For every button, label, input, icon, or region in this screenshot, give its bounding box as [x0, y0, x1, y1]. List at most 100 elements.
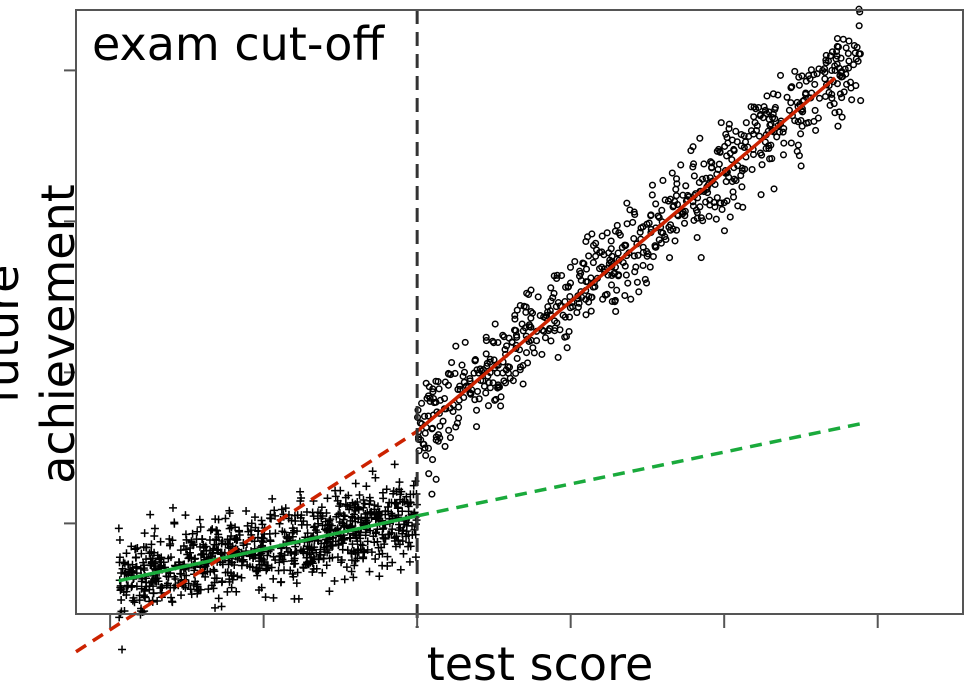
data-point [357, 513, 366, 522]
data-point [327, 541, 336, 550]
data-point [854, 57, 862, 65]
data-point [732, 127, 740, 135]
cutoff-annotation: exam cut-off [92, 17, 385, 71]
data-point [623, 220, 631, 228]
data-point [833, 42, 841, 51]
data-point [810, 117, 818, 125]
data-point [711, 203, 719, 211]
data-point [844, 49, 852, 58]
data-point [766, 121, 774, 129]
data-point [432, 377, 440, 385]
y-axis-label: future achievement [0, 184, 85, 484]
data-point [128, 596, 137, 605]
data-point [435, 385, 443, 393]
data-point [217, 602, 226, 611]
data-point [842, 44, 850, 52]
data-point [265, 529, 274, 538]
data-point [119, 588, 128, 597]
data-point [179, 542, 188, 551]
data-point [418, 399, 426, 407]
data-point [257, 516, 266, 525]
data-point [677, 161, 685, 169]
data-point [787, 139, 795, 147]
data-point [199, 540, 208, 549]
data-point [452, 342, 460, 350]
data-point [652, 200, 660, 208]
data-point [471, 357, 479, 365]
data-point [322, 509, 331, 518]
data-point [732, 176, 740, 185]
data-point [748, 165, 756, 174]
data-point [324, 525, 333, 534]
data-point [774, 91, 782, 99]
data-point [798, 72, 806, 80]
data-point [429, 388, 437, 396]
data-point [636, 228, 644, 236]
plot-frame [75, 9, 964, 615]
data-point [267, 563, 276, 572]
data-point [647, 212, 655, 220]
data-point [592, 252, 600, 260]
data-point [662, 235, 670, 244]
data-point [835, 108, 843, 116]
data-point [713, 147, 721, 155]
data-point [328, 553, 337, 562]
data-point [831, 109, 839, 117]
data-point [820, 65, 829, 73]
data-point [367, 548, 376, 557]
data-point [288, 528, 297, 537]
data-point [651, 242, 659, 250]
data-point [814, 114, 822, 122]
data-point [235, 530, 244, 539]
data-point [204, 585, 213, 594]
data-point [737, 142, 745, 150]
data-point [828, 48, 837, 56]
data-point [566, 293, 574, 301]
data-point [217, 539, 226, 548]
data-point [472, 423, 481, 431]
data-point [441, 442, 449, 450]
data-point [750, 113, 758, 121]
data-point [247, 519, 256, 528]
data-point [182, 535, 191, 544]
data-point [341, 493, 350, 502]
data-point [446, 434, 455, 442]
data-point [378, 561, 387, 570]
data-point [725, 125, 733, 133]
data-point [194, 585, 203, 594]
data-point [212, 536, 221, 545]
data-point [760, 103, 768, 111]
data-point [541, 334, 549, 342]
data-point [237, 573, 246, 582]
data-point [436, 396, 444, 404]
data-point [303, 542, 312, 551]
data-point [122, 549, 131, 558]
data-point [630, 208, 638, 216]
data-point [672, 185, 680, 193]
data-point [770, 185, 778, 193]
data-point [839, 35, 847, 43]
data-point [734, 162, 742, 170]
data-point [459, 372, 467, 380]
data-point [333, 524, 342, 533]
data-point [114, 524, 123, 533]
data-point [596, 248, 604, 257]
data-point [142, 543, 151, 552]
data-point [649, 253, 657, 261]
data-point [807, 66, 815, 74]
data-point [613, 221, 621, 229]
data-point [385, 530, 394, 539]
data-point [346, 516, 355, 525]
data-point [140, 529, 149, 538]
data-point [643, 247, 651, 256]
data-point [757, 191, 765, 199]
data-point [608, 271, 616, 280]
data-point [755, 132, 763, 140]
data-point [503, 342, 511, 350]
data-point [135, 596, 144, 605]
data-point [391, 542, 400, 551]
data-point [243, 521, 252, 530]
data-point [289, 572, 298, 581]
data-point [761, 106, 770, 114]
data-point [149, 588, 158, 597]
